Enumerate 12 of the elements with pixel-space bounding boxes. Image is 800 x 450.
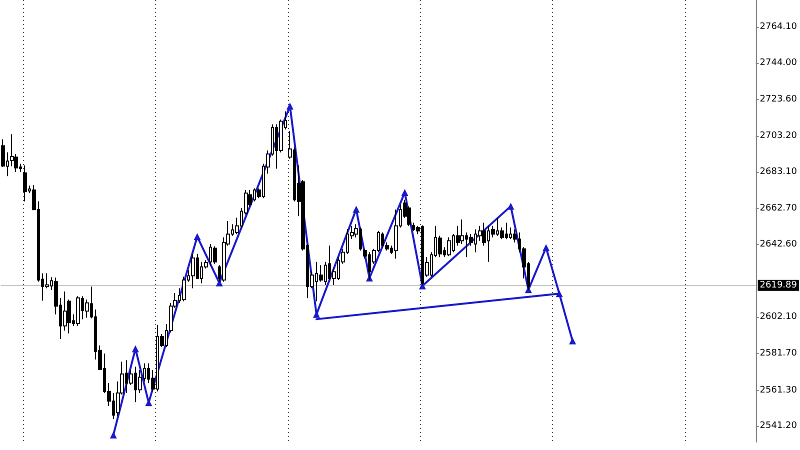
y-tick-label: 2581.70	[760, 348, 798, 359]
ref-line-label: 2619.89	[760, 280, 798, 290]
y-tick-label: 2561.30	[760, 385, 798, 396]
y-tick-label: 2541.20	[760, 421, 798, 432]
y-tick-label: 2662.70	[760, 204, 798, 214]
y-tick-label: 2723.60	[760, 94, 798, 105]
y-tick-label: 2683.10	[760, 167, 798, 178]
y-tick-label: 2703.20	[760, 131, 798, 142]
y-tick-label: 2764.10	[760, 22, 798, 32]
y-tick-label: 2744.00	[760, 58, 798, 68]
y-tick-label: 2642.60	[760, 240, 798, 250]
y-tick-label: 2602.10	[760, 312, 798, 322]
